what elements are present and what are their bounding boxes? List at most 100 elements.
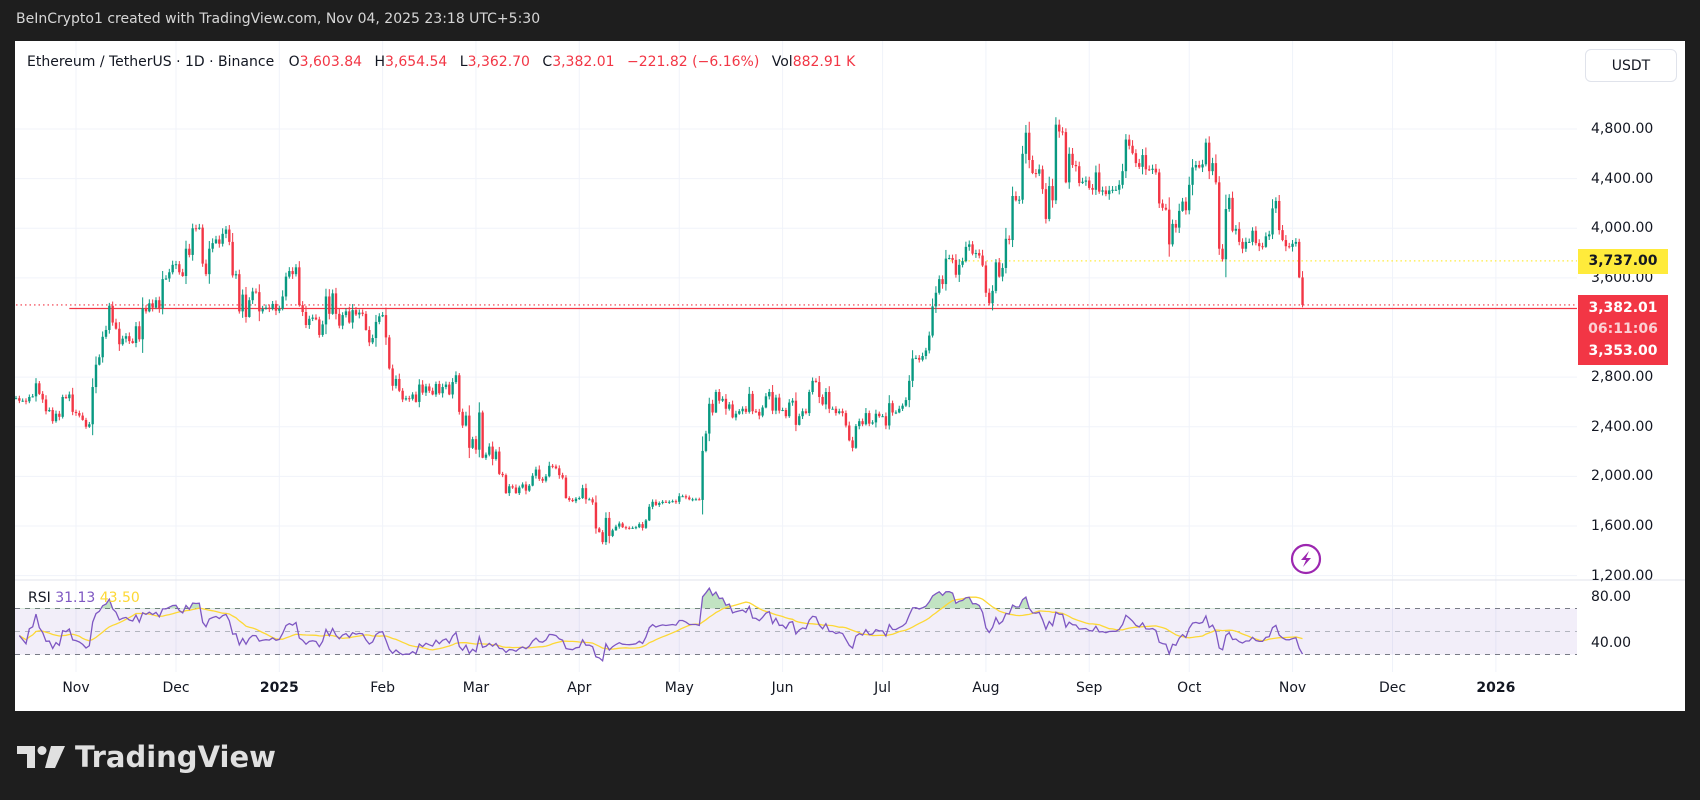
lightning-icon[interactable] (1290, 543, 1322, 575)
candle-body (988, 292, 991, 304)
candle-body (1011, 195, 1014, 241)
candle (194, 224, 198, 232)
candle (71, 387, 74, 416)
candle (791, 398, 794, 406)
candle (801, 408, 804, 420)
candle (201, 224, 204, 267)
candle-body (1174, 223, 1178, 228)
candle (611, 528, 614, 538)
candle (1001, 263, 1004, 282)
time-axis-tick: Sep (1076, 680, 1103, 696)
candle-body (1094, 172, 1098, 190)
rsi-ma-value: 43.50 (99, 590, 140, 606)
candle-body (211, 243, 214, 249)
candle-body (681, 496, 684, 498)
candle (278, 305, 281, 314)
candle (414, 391, 418, 403)
candle-body (948, 258, 951, 260)
candle (901, 403, 904, 411)
candle-body (141, 308, 144, 340)
candle-body (601, 532, 604, 543)
candle-body (834, 408, 838, 414)
candle-body (1224, 209, 1228, 260)
candle (281, 290, 284, 311)
candle-body (1278, 200, 1281, 231)
candle-body (258, 292, 261, 312)
candle (994, 259, 998, 294)
rsi-label[interactable]: RSI (28, 590, 51, 606)
candle (161, 270, 164, 315)
candle (1044, 183, 1048, 224)
time-axis-tick: Dec (162, 680, 190, 696)
candle (1118, 180, 1121, 195)
candle (804, 408, 808, 415)
candle (1181, 197, 1184, 212)
candle (261, 305, 264, 314)
candle (874, 409, 878, 428)
candle (134, 322, 138, 348)
candle-body (548, 465, 551, 477)
candle-body (921, 356, 924, 360)
candle (224, 226, 228, 239)
candle-body (111, 305, 114, 323)
candle (381, 312, 384, 318)
candle (504, 473, 508, 494)
candle-body (1071, 153, 1074, 165)
candle (128, 332, 131, 344)
tradingview-logo[interactable]: TradingView (17, 740, 276, 774)
candle (501, 471, 504, 478)
chart-panel[interactable] (15, 41, 1685, 711)
candle-body (898, 408, 901, 413)
close-label: C (542, 54, 553, 70)
candle (811, 377, 814, 395)
candle-body (298, 267, 301, 306)
candle (601, 530, 604, 545)
candle (1068, 147, 1071, 189)
candle-body (581, 488, 584, 499)
candle-body (794, 400, 798, 425)
candle-body (84, 419, 88, 427)
candle-body (1201, 164, 1204, 168)
symbol-title[interactable]: Ethereum / TetherUS · 1D · Binance (27, 54, 275, 70)
candle-body (1244, 241, 1248, 249)
candle-body (311, 317, 314, 319)
candle (581, 484, 584, 499)
candle-body (818, 382, 821, 397)
candle-body (864, 413, 868, 425)
candle-body (1241, 241, 1244, 249)
candle (298, 261, 301, 307)
candle (664, 500, 668, 503)
candle (508, 484, 511, 496)
candle (631, 526, 634, 529)
candle-body (1148, 169, 1151, 171)
candle-body (1078, 166, 1081, 183)
candle (968, 240, 971, 251)
candle (554, 464, 558, 470)
candle (768, 388, 771, 400)
candle-body (748, 393, 751, 412)
candle-body (1098, 172, 1101, 192)
candle-body (401, 390, 404, 400)
candle-body (1218, 182, 1221, 249)
candle-body (1048, 186, 1051, 219)
currency-button[interactable]: USDT (1585, 49, 1677, 82)
candle (1154, 164, 1158, 175)
candle-body (508, 486, 511, 494)
candle (534, 466, 538, 479)
candle (1198, 160, 1201, 169)
candle-body (468, 415, 471, 448)
candle (188, 243, 191, 258)
candle (361, 309, 364, 317)
candle (1131, 140, 1134, 155)
candle (798, 413, 801, 426)
candle (238, 269, 241, 314)
candle-body (628, 527, 631, 529)
candle (301, 301, 304, 317)
candle-body (871, 422, 874, 424)
candle-body (1161, 203, 1164, 208)
rsi-line (18, 586, 1304, 663)
candle-body (1101, 190, 1104, 192)
candle-body (844, 413, 848, 426)
candle-body (148, 303, 151, 312)
